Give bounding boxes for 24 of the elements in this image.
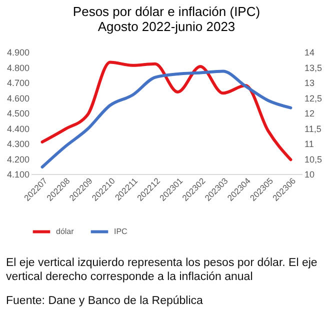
legend-label: IPC — [114, 226, 128, 236]
source-note: Fuente: Dane y Banco de la República — [6, 294, 204, 308]
y2-tick-label: 10 — [304, 170, 315, 180]
y-tick-label: 4.200 — [6, 154, 30, 164]
y-tick-label: 4.600 — [6, 93, 30, 104]
chart-title: Pesos por dólar e inflación (IPC) — [72, 4, 260, 19]
y2-tick-label: 11 — [304, 139, 314, 149]
y-tick-label: 4.900 — [6, 48, 30, 58]
y2-tick-label: 13 — [304, 78, 315, 88]
y-tick-label: 4.300 — [6, 139, 30, 149]
y2-tick-label: 14 — [304, 48, 315, 58]
y-tick-label: 4.700 — [6, 78, 30, 88]
y2-tick-label: 10,5 — [304, 154, 322, 164]
text: El eje vertical izquierdo representa los pesos por dólar. El eje vertical derecho corresponde a la inflación anual — [6, 256, 318, 284]
y-tick-label: 4.800 — [6, 62, 30, 73]
legend-label: dólar — [56, 226, 74, 236]
y2-tick-label: 13,5 — [304, 62, 322, 73]
y2-tick-label: 12 — [304, 108, 315, 118]
y2-tick-label: 11,5 — [304, 124, 322, 134]
chart-subtitle: Agosto 2022-junio 2023 — [98, 19, 236, 34]
y-tick-label: 4.500 — [6, 108, 30, 118]
y2-tick-label: 12,5 — [304, 93, 322, 104]
y-tick-label: 4.400 — [6, 124, 30, 134]
y-tick-label: 4.100 — [6, 170, 30, 180]
